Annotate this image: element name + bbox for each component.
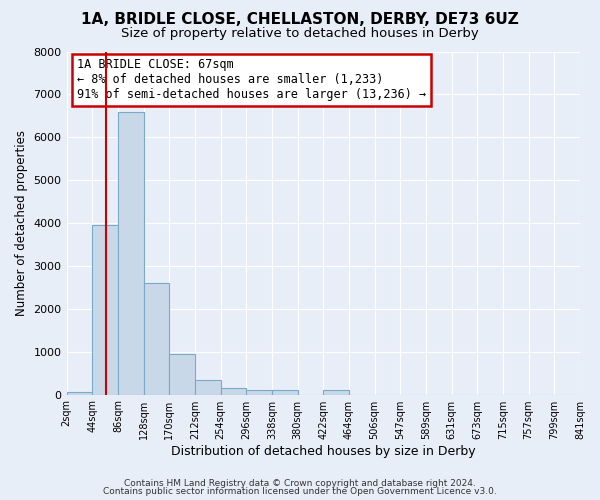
- Bar: [169, 354, 195, 395]
- Bar: [272, 390, 298, 394]
- Text: 1A, BRIDLE CLOSE, CHELLASTON, DERBY, DE73 6UZ: 1A, BRIDLE CLOSE, CHELLASTON, DERBY, DE7…: [81, 12, 519, 28]
- Bar: [118, 112, 143, 395]
- Bar: [323, 390, 349, 394]
- Bar: [143, 283, 169, 395]
- Bar: [221, 388, 246, 394]
- Bar: [195, 380, 221, 394]
- Text: Contains public sector information licensed under the Open Government Licence v3: Contains public sector information licen…: [103, 487, 497, 496]
- Bar: [246, 390, 272, 394]
- Bar: [92, 225, 118, 394]
- Text: Contains HM Land Registry data © Crown copyright and database right 2024.: Contains HM Land Registry data © Crown c…: [124, 478, 476, 488]
- Y-axis label: Number of detached properties: Number of detached properties: [15, 130, 28, 316]
- X-axis label: Distribution of detached houses by size in Derby: Distribution of detached houses by size …: [171, 444, 476, 458]
- Bar: [67, 392, 92, 394]
- Text: Size of property relative to detached houses in Derby: Size of property relative to detached ho…: [121, 28, 479, 40]
- Text: 1A BRIDLE CLOSE: 67sqm
← 8% of detached houses are smaller (1,233)
91% of semi-d: 1A BRIDLE CLOSE: 67sqm ← 8% of detached …: [77, 58, 426, 102]
